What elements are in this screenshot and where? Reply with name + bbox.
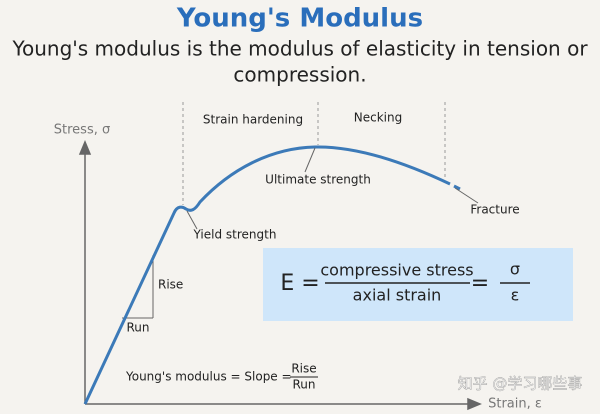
slope-text: Young's modulus = Slope = xyxy=(125,370,292,384)
watermark: 知乎 @学习哪些事 xyxy=(458,375,583,393)
formula-box xyxy=(263,248,573,321)
x-arrow xyxy=(467,397,482,411)
subtitle: Young's modulus is the modulus of elasti… xyxy=(11,37,588,61)
leader xyxy=(304,147,316,173)
leader xyxy=(454,187,479,204)
y-axis-label: Stress, σ xyxy=(54,123,110,138)
formula-epsilon: ε xyxy=(511,286,520,305)
formula-equals: = xyxy=(471,271,489,296)
formula-denominator: axial strain xyxy=(353,286,442,305)
point-label: Yield strength xyxy=(193,228,277,242)
rise-label: Rise xyxy=(158,278,183,292)
formula-numerator: compressive stress xyxy=(320,261,473,280)
run-label: Run xyxy=(126,321,149,335)
point-label: Ultimate strength xyxy=(265,173,371,187)
x-axis-label: Strain, ε xyxy=(488,397,542,412)
slope-denominator: Run xyxy=(292,378,315,392)
title: Young's Modulus xyxy=(176,4,423,34)
y-arrow xyxy=(78,140,92,155)
region-label: Necking xyxy=(354,111,402,125)
formula-lhs: E = xyxy=(280,271,319,296)
point-label: Fracture xyxy=(470,203,519,217)
subtitle: compression. xyxy=(233,63,366,87)
formula-sigma: σ xyxy=(510,260,520,279)
axes xyxy=(78,140,482,411)
stress-strain-curve xyxy=(83,145,451,405)
fracture-piece xyxy=(453,184,461,191)
leader xyxy=(186,210,198,230)
triangle xyxy=(122,255,154,319)
leaders xyxy=(186,147,479,230)
region-label: Strain hardening xyxy=(203,113,303,127)
dividers xyxy=(182,102,446,205)
slope-numerator: Rise xyxy=(291,362,316,376)
